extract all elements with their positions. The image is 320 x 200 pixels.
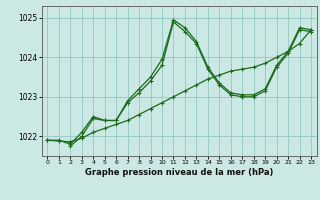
X-axis label: Graphe pression niveau de la mer (hPa): Graphe pression niveau de la mer (hPa): [85, 168, 273, 177]
